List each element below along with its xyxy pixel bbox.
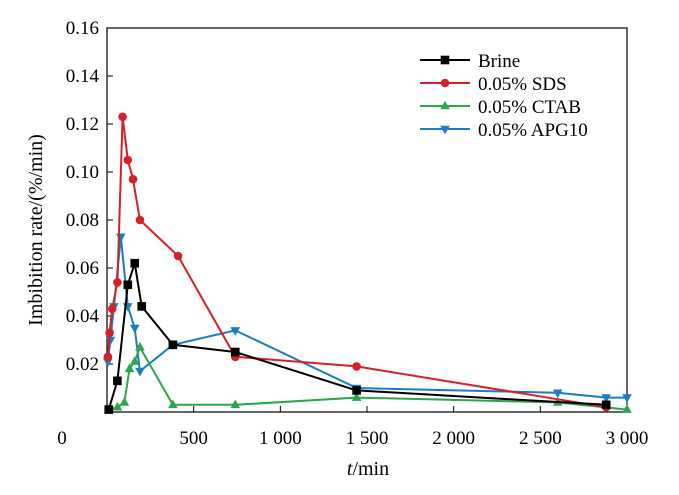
data-point-0-05-apg10 [129,324,140,334]
x-tick-label: 1 500 [346,428,389,449]
data-point-brine [352,386,361,395]
x-axis-title: t/min [347,458,389,480]
y-tick-label: 0.10 [66,162,99,183]
data-point-0-05-ctab [129,356,140,365]
x-axis-title-italic: t [347,458,353,480]
data-point-0-05-apg10 [105,336,116,346]
y-tick-label: 0.16 [66,18,99,39]
legend-marker-0-05-ctab [440,100,450,110]
data-point-0-05-ctab [168,399,178,409]
y-tick-label: 0.14 [66,66,100,87]
y-tick-label: 0.12 [66,114,99,135]
data-point-brine [601,400,611,410]
data-point-brine [230,347,240,357]
data-point-0-05-ctab [351,392,362,401]
data-point-brine [130,258,140,268]
data-point-0-05-ctab [230,399,241,409]
data-point-0-05-apg10 [552,389,563,399]
data-point-0-05-apg10 [135,367,145,377]
y-axis-title: Imbibition rate/(%/min) [25,134,47,326]
data-point-brine [113,376,122,386]
series-layer [103,112,632,414]
data-point-brine [123,280,133,290]
data-point-0-05-sds [107,304,117,314]
data-point-brine [104,405,114,414]
data-point-0-05-sds [105,328,114,338]
legend-label-brine: Brine [478,51,520,72]
y-tick-label: 0.02 [66,354,99,375]
legend-marker-0-05-apg10 [440,125,450,135]
data-point-0-05-sds [128,174,138,184]
x-tick-label: 2 500 [519,428,562,449]
data-point-0-05-ctab [622,404,632,413]
data-point-0-05-ctab [112,401,123,411]
x-tick-label: 3 000 [606,428,649,449]
data-point-0-05-apg10 [230,327,241,336]
data-point-0-05-sds [352,362,361,371]
data-point-0-05-ctab [135,341,145,351]
x-axis-title-rest: /min [352,458,389,480]
y-axis-ticks: 0.02 0.04 0.06 0.08 0.10 0.12 0.14 0.16 [66,18,113,375]
series-0-05-sds [103,112,611,412]
legend-marker-0-05-sds [440,78,450,88]
series-brine [104,258,611,414]
series-line-0-05-ctab [108,346,628,411]
legend-label-0-05-ctab: 0.05% CTAB [478,97,581,118]
data-point-0-05-ctab [124,363,135,373]
data-point-brine [168,340,178,350]
y-tick-label: 0.04 [66,306,100,327]
x-axis-ticks: 0 500 1 000 1 500 2 000 2 500 3 000 [57,406,648,449]
x-tick-label: 0 [57,428,67,449]
data-point-0-05-sds [118,112,127,122]
series-0-05-apg10 [103,233,632,403]
legend-label-0-05-sds: 0.05% SDS [478,74,567,95]
series-line-0-05-apg10 [106,235,627,399]
legend-marker-brine [440,55,450,65]
data-point-0-05-apg10 [116,233,126,243]
data-point-0-05-sds [123,155,133,165]
data-point-brine [137,302,146,311]
data-point-0-05-ctab [119,397,130,406]
legend-label-0-05-apg10: 0.05% APG10 [478,120,588,141]
data-point-0-05-sds [135,215,145,225]
x-tick-label: 500 [179,428,208,449]
x-tick-label: 2 000 [432,428,475,449]
y-tick-label: 0.08 [66,210,99,231]
x-tick-label: 1 000 [259,428,302,449]
data-point-0-05-apg10 [601,394,611,403]
y-tick-label: 0.06 [66,258,99,279]
data-point-0-05-sds [103,352,113,362]
data-point-0-05-sds [173,251,183,261]
data-point-0-05-sds [113,278,122,287]
data-point-0-05-apg10 [103,358,113,367]
data-point-0-05-apg10 [622,394,632,403]
